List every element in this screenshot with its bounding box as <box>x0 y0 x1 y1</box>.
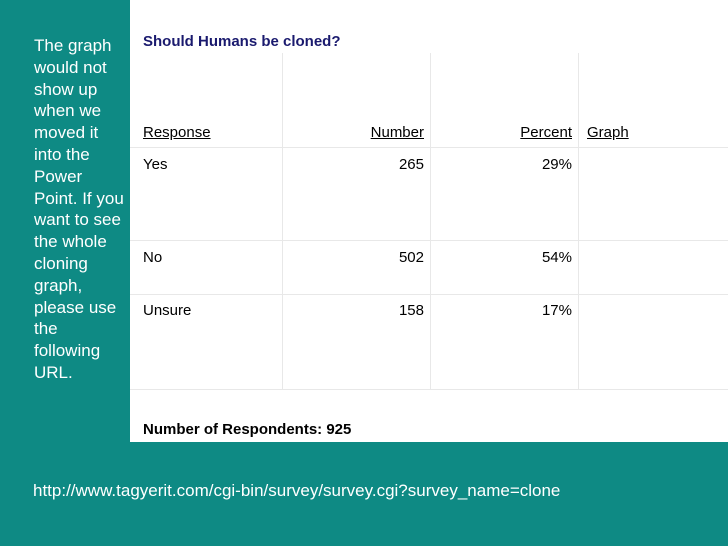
header-percent: Percent <box>520 124 572 141</box>
header-graph: Graph <box>587 124 629 141</box>
respondents-count: Number of Respondents: 925 <box>143 421 352 438</box>
header-number: Number <box>370 124 424 141</box>
column-divider <box>578 53 579 389</box>
survey-table: Should Humans be cloned? Response Number… <box>130 0 728 442</box>
row-unsure-percent: 17% <box>541 302 572 319</box>
row-unsure-number: 158 <box>398 302 424 319</box>
row-yes-number: 265 <box>398 156 424 173</box>
column-divider <box>282 53 283 389</box>
row-no-response: No <box>143 249 163 266</box>
row-divider <box>130 294 728 295</box>
row-no-percent: 54% <box>541 249 572 266</box>
row-unsure-response: Unsure <box>143 302 192 319</box>
header-response: Response <box>143 124 211 141</box>
row-divider <box>130 147 728 148</box>
row-yes-percent: 29% <box>541 156 572 173</box>
table-title: Should Humans be cloned? <box>143 33 341 50</box>
row-divider <box>130 389 728 390</box>
row-no-number: 502 <box>398 249 424 266</box>
note-text: The graph would not show up when we move… <box>34 36 124 382</box>
row-divider <box>130 240 728 241</box>
row-yes-response: Yes <box>143 156 168 173</box>
column-divider <box>430 53 431 389</box>
survey-url-link[interactable]: http://www.tagyerit.com/cgi-bin/survey/s… <box>33 481 561 500</box>
